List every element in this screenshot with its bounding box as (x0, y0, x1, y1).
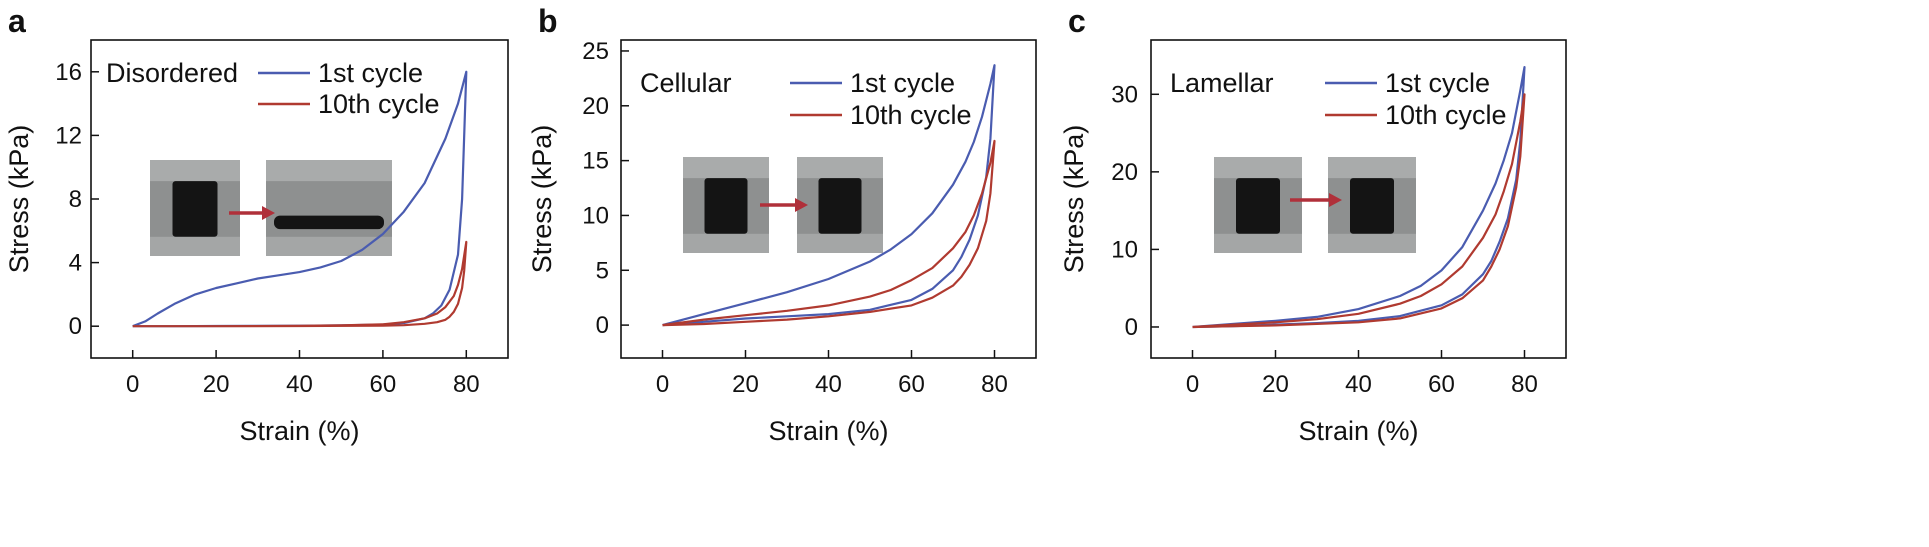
panel-letter: b (538, 3, 558, 39)
panel-letter: a (8, 3, 26, 39)
x-tick-label: 80 (1511, 371, 1538, 398)
inset-photo-before (150, 160, 240, 256)
legend-entry: 10th cycle (850, 100, 972, 130)
compression-arrow-head (262, 206, 275, 220)
x-tick-label: 60 (898, 371, 925, 398)
x-tick-label: 40 (1345, 371, 1372, 398)
inset-photo-after (797, 157, 883, 253)
x-tick-label: 20 (1262, 371, 1289, 398)
panel-label: Disordered (106, 58, 238, 88)
y-tick-label: 25 (582, 38, 609, 65)
legend-entry: 1st cycle (1385, 68, 1490, 98)
series-line-10th-cycle (132, 240, 468, 328)
photo-sample (1350, 178, 1394, 234)
y-tick-label: 12 (55, 122, 82, 149)
panel-a: a 0 20 40 60 80 0 4 8 12 16 Strain (%) Stress (kPa) D… (4, 3, 509, 446)
x-tick-label: 0 (656, 371, 669, 398)
y-axis-title: Stress (kPa) (1059, 125, 1089, 274)
photo-top-plate (150, 160, 240, 182)
y-tick-label: 30 (1111, 81, 1138, 108)
x-axis-title: Strain (%) (1298, 416, 1418, 446)
y-tick-label: 5 (596, 257, 609, 284)
x-axis-title: Strain (%) (768, 416, 888, 446)
photo-top-plate (1214, 157, 1302, 179)
photo-bottom-plate (1328, 233, 1416, 253)
y-tick-label: 10 (1111, 236, 1138, 263)
photo-sample (818, 178, 862, 234)
y-axis-title: Stress (kPa) (4, 125, 34, 274)
series-line-1st-cycle (1192, 65, 1526, 329)
y-tick-label: 8 (69, 186, 82, 213)
inset-photo-after (1328, 157, 1416, 253)
legend-entry: 1st cycle (850, 68, 955, 98)
x-tick-label: 0 (126, 371, 139, 398)
x-tick-label: 20 (203, 371, 230, 398)
photo-bottom-plate (797, 233, 883, 253)
y-tick-label: 4 (69, 250, 82, 277)
legend-entry: 10th cycle (318, 89, 440, 119)
x-tick-label: 60 (370, 371, 397, 398)
y-tick-label: 0 (1125, 314, 1138, 341)
inset-photo-before (1214, 157, 1302, 253)
photo-sample (274, 215, 384, 230)
y-tick-label: 20 (1111, 159, 1138, 186)
y-tick-label: 16 (55, 59, 82, 86)
compression-arrow-head (1329, 193, 1342, 207)
y-tick-label: 15 (582, 148, 609, 175)
panel-label: Lamellar (1170, 68, 1274, 98)
x-tick-label: 20 (732, 371, 759, 398)
photo-bottom-plate (150, 236, 240, 256)
x-tick-label: 0 (1186, 371, 1199, 398)
photo-sample (172, 181, 218, 237)
panel-label: Cellular (640, 68, 732, 98)
photo-top-plate (797, 157, 883, 179)
legend-entry: 10th cycle (1385, 100, 1507, 130)
photo-sample (1236, 178, 1280, 234)
y-axis-title: Stress (kPa) (527, 125, 557, 274)
panel-c: c 0 20 40 60 80 0 10 20 30 Strain (%) Stress (kPa) L… (1059, 3, 1567, 446)
x-tick-label: 60 (1428, 371, 1455, 398)
photo-top-plate (683, 157, 769, 179)
photo-top-plate (266, 160, 392, 182)
series-line-10th-cycle (662, 139, 996, 327)
compression-arrow-head (795, 198, 808, 212)
x-tick-label: 40 (286, 371, 313, 398)
x-axis-title: Strain (%) (239, 416, 359, 446)
inset-photo-before (683, 157, 769, 253)
photo-sample (704, 178, 748, 234)
photo-top-plate (1328, 157, 1416, 179)
series-line-1st-cycle (662, 64, 996, 327)
panel-letter: c (1068, 3, 1086, 39)
series-line-10th-cycle (1192, 93, 1526, 329)
y-tick-label: 0 (596, 312, 609, 339)
inset-photo-after (266, 160, 392, 256)
legend-entry: 1st cycle (318, 58, 423, 88)
photo-bottom-plate (1214, 233, 1302, 253)
photo-bottom-plate (266, 236, 392, 256)
x-tick-label: 80 (453, 371, 480, 398)
y-tick-label: 0 (69, 313, 82, 340)
x-tick-label: 80 (981, 371, 1008, 398)
photo-bottom-plate (683, 233, 769, 253)
y-tick-label: 10 (582, 202, 609, 229)
panel-b: b 0 20 40 60 80 0 5 10 15 20 25 Strain (%) Stress (kP… (527, 3, 1037, 446)
y-tick-label: 20 (582, 93, 609, 120)
x-tick-label: 40 (815, 371, 842, 398)
